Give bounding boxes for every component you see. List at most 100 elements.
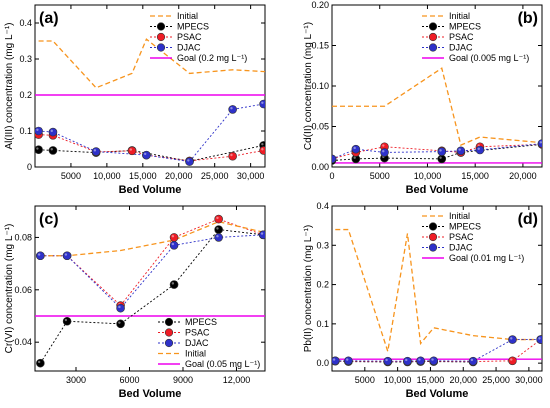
panel-a: 5000 10,000 15,000 20,000 25,000 30,000 0 0.1 0.…	[4, 4, 266, 196]
x-tick-label: 12,000	[223, 375, 251, 385]
legend-label: DJAC	[449, 43, 473, 53]
series-line-mpecs	[38, 144, 264, 162]
data-point-djac	[259, 99, 265, 109]
legend-swatch	[428, 22, 438, 31]
data-point-highlight	[129, 148, 133, 151]
data-point-highlight	[171, 235, 175, 238]
data-point-highlight	[64, 253, 68, 256]
x-tick-label: 25,000	[482, 375, 510, 385]
legend-label: Initial	[177, 11, 198, 21]
data-point-djac	[258, 230, 265, 240]
data-point-highlight	[332, 358, 336, 361]
data-point-highlight	[144, 152, 147, 156]
data-point-highlight	[510, 337, 513, 340]
y-tick-label: 0.3	[316, 240, 329, 250]
legend-swatch	[428, 232, 438, 242]
data-point-djac	[403, 356, 412, 366]
data-point-highlight	[36, 128, 39, 131]
legend-swatch	[428, 243, 438, 252]
data-point-highlight	[458, 148, 461, 151]
series-line-initial	[40, 221, 264, 257]
y-axis-label: Cd(II) concentration (mg L⁻¹)	[303, 22, 314, 150]
data-point-highlight	[37, 253, 41, 256]
data-point-highlight	[538, 337, 541, 340]
data-point-highlight	[230, 107, 233, 110]
x-tick-label: 20,000	[509, 171, 537, 181]
panel-letter: (a)	[39, 10, 59, 27]
y-axis-label: Cr(VI) concentration (mg L⁻¹)	[4, 224, 15, 354]
data-point-psac	[508, 356, 517, 366]
data-point-djac	[468, 356, 478, 366]
data-point-highlight	[50, 148, 53, 151]
legend-label: DJAC	[185, 338, 209, 348]
data-point-djac	[429, 356, 439, 366]
data-point-djac	[35, 126, 43, 136]
legend-swatch	[428, 222, 438, 231]
data-point-highlight	[382, 144, 385, 147]
x-tick-label: 0	[329, 171, 334, 181]
data-point-djac	[332, 154, 337, 164]
legend-swatch	[428, 32, 438, 42]
y-tick-label: 0.00	[311, 162, 329, 172]
panel-letter: (c)	[39, 211, 59, 228]
x-axis-label: Bed Volume	[406, 388, 469, 400]
data-point-highlight	[353, 156, 356, 159]
data-point-psac	[214, 214, 223, 224]
data-point-highlight	[171, 242, 175, 246]
series-line-mpecs	[332, 143, 542, 161]
y-axis-label: Pb(II) concentration (mg L⁻¹)	[303, 225, 314, 353]
data-point-highlight	[118, 321, 121, 324]
legend-swatch	[156, 43, 166, 52]
y-tick-label: 0.04	[14, 337, 32, 347]
x-axis-label: Bed Volume	[119, 184, 182, 196]
series-line-mpecs	[39, 229, 264, 364]
data-point-highlight	[470, 358, 474, 362]
legend-swatch	[164, 338, 174, 348]
legend-label: Initial	[185, 349, 206, 359]
series-line-psac	[38, 134, 264, 162]
x-tick-label: 20,000	[449, 375, 477, 385]
data-point-djac	[228, 105, 237, 114]
data-point-highlight	[431, 358, 434, 361]
series-line-djac	[40, 234, 264, 309]
data-point-djac	[185, 157, 194, 166]
x-tick-label: 10,000	[93, 171, 121, 181]
panel-letter: (d)	[518, 211, 538, 228]
y-tick-label: 0.08	[14, 232, 32, 242]
x-tick-label: 9000	[173, 375, 193, 385]
plot-area	[332, 67, 542, 165]
plot-frame	[34, 205, 266, 372]
y-axis-label: Al(III) concentration (mg L⁻¹)	[4, 23, 15, 150]
data-point-mpecs	[48, 146, 58, 155]
data-point-highlight	[353, 146, 356, 150]
panel-d: 5000 10,000 15,000 20,000 25,000 30,000 0.0 0.1…	[303, 201, 543, 400]
data-point-djac	[456, 146, 466, 156]
plot-frame	[331, 205, 543, 372]
legend-label: Initial	[449, 11, 470, 21]
plot-frame	[34, 4, 266, 168]
data-point-highlight	[477, 147, 480, 150]
panel-c: 3000 6000 9000 12,000 0.04 0.06 0.08 Bed Volume…	[4, 205, 266, 400]
x-tick-label: 20,000	[165, 171, 193, 181]
data-point-highlight	[216, 235, 219, 238]
y-tick-label: 0.10	[311, 81, 329, 91]
data-point-highlight	[418, 358, 421, 361]
x-tick-label: 15,000	[129, 171, 157, 181]
data-point-djac	[91, 147, 101, 156]
panel-b: 0 5000 10,000 15,000 20,000 0.00 0.05 0.10 0.15 0…	[303, 0, 543, 196]
data-point-djac	[214, 233, 223, 242]
y-tick-label: 0.15	[311, 41, 329, 51]
legend-label: PSAC	[449, 32, 474, 42]
data-point-mpecs	[214, 225, 223, 234]
data-point-highlight	[216, 227, 219, 230]
y-tick-label: 0.1	[19, 126, 32, 136]
y-tick-label: 0.2	[316, 280, 329, 290]
data-point-highlight	[64, 318, 68, 322]
data-point-highlight	[216, 216, 219, 220]
data-point-djac	[537, 139, 542, 148]
data-point-djac	[380, 148, 389, 157]
data-point-djac	[508, 335, 517, 344]
